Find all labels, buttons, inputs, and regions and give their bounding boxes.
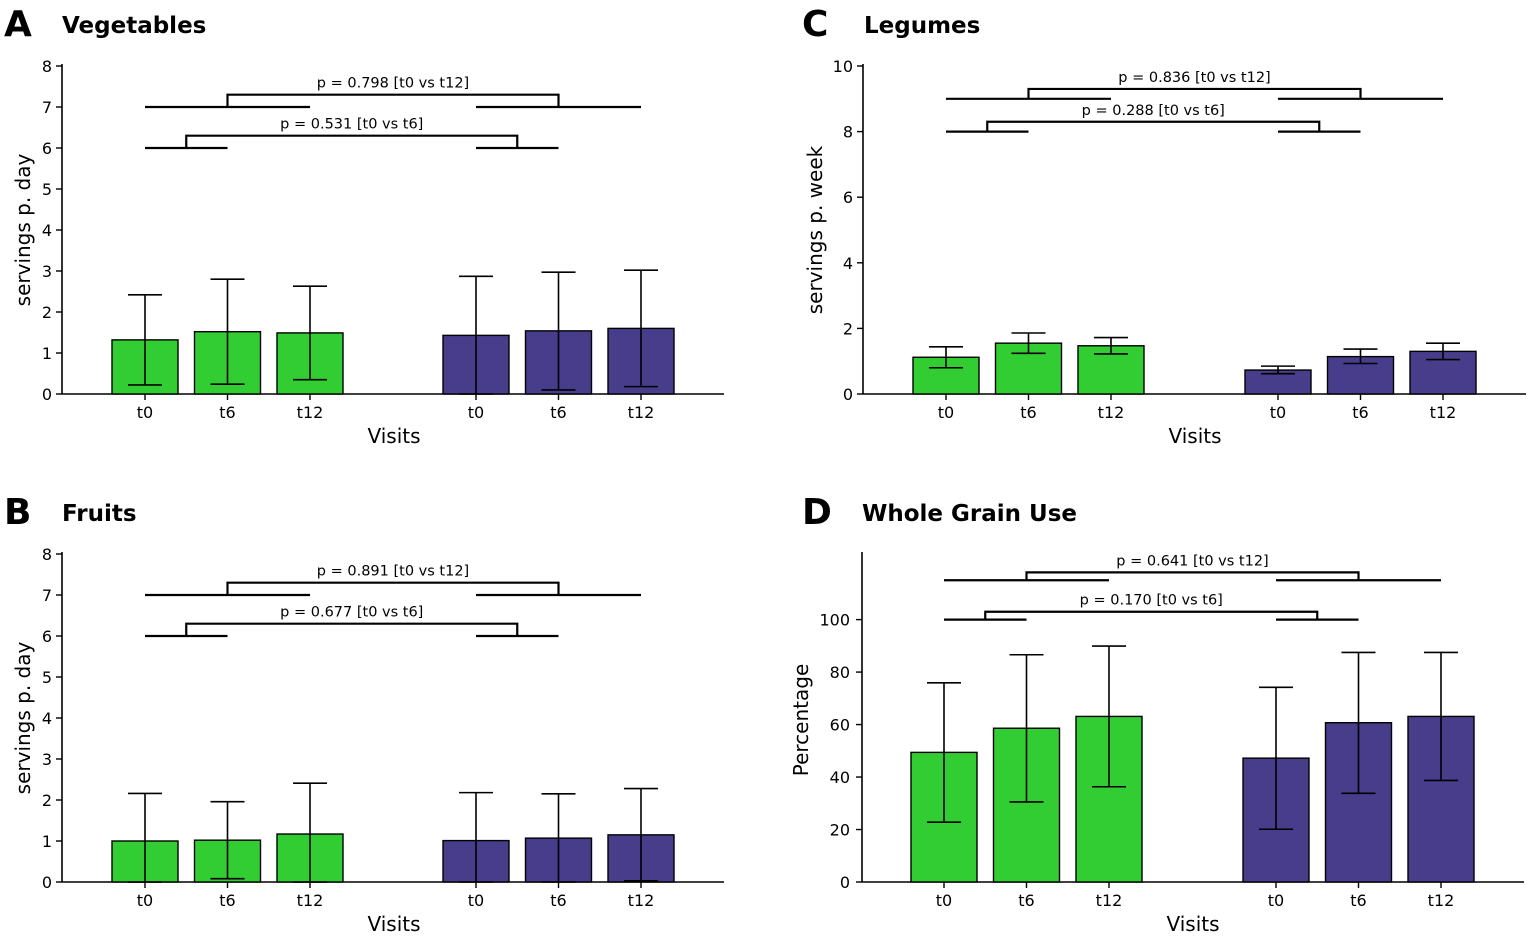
x-tick-label: t6: [550, 891, 566, 910]
y-tick-label: 10: [833, 57, 853, 76]
x-tick-label: t0: [938, 403, 954, 422]
x-tick-label: t0: [936, 891, 952, 910]
bracket-connector: [185, 134, 519, 148]
y-axis-label: Percentage: [789, 664, 813, 777]
y-axis-label: servings p. week: [803, 145, 827, 314]
y-tick-label: 8: [42, 545, 52, 564]
y-tick-label: 80: [830, 663, 850, 682]
y-tick-label: 3: [42, 750, 52, 769]
y-tick-label: 5: [42, 668, 52, 687]
y-tick-label: 8: [42, 57, 52, 76]
p-value-label: p = 0.641 [t0 vs t12]: [1116, 553, 1268, 569]
y-tick-label: 7: [42, 586, 52, 605]
y-tick-label: 40: [830, 768, 850, 787]
p-value-label: p = 0.531 [t0 vs t6]: [280, 117, 423, 133]
x-axis-label: Visits: [367, 424, 420, 448]
panel-letter: C: [802, 4, 828, 45]
x-tick-label: t0: [468, 891, 484, 910]
panel-letter: A: [4, 4, 32, 45]
x-tick-label: t6: [1352, 403, 1368, 422]
x-tick-label: t6: [1018, 891, 1034, 910]
y-tick-label: 8: [843, 123, 853, 142]
y-tick-label: 3: [42, 262, 52, 281]
y-tick-label: 2: [843, 319, 853, 338]
bracket-connector: [986, 120, 1321, 132]
p-value-label: p = 0.288 [t0 vs t6]: [1082, 103, 1225, 119]
bracket-connector: [1027, 87, 1362, 99]
panel-c: C Legumes Visits servings p. week 0 2 4 6 8 1…: [802, 4, 1526, 448]
y-axis-label: servings p. day: [11, 153, 35, 306]
y-tick-label: 6: [843, 188, 853, 207]
y-tick-label: 0: [840, 873, 850, 892]
panel-letter: D: [802, 492, 832, 533]
x-tick-label: t6: [219, 403, 235, 422]
x-tick-label: t0: [468, 403, 484, 422]
p-value-label: p = 0.170 [t0 vs t6]: [1080, 593, 1223, 609]
bracket-connector: [1025, 571, 1360, 581]
x-tick-label: t0: [137, 891, 153, 910]
y-tick-label: 100: [819, 611, 850, 630]
x-tick-label: t0: [137, 403, 153, 422]
y-axis-label: servings p. day: [11, 641, 35, 794]
bracket-connector: [984, 610, 1319, 620]
y-tick-label: 7: [42, 98, 52, 117]
x-tick-label: t12: [1428, 891, 1455, 910]
y-tick-label: 2: [42, 791, 52, 810]
p-value-label: p = 0.677 [t0 vs t6]: [280, 605, 423, 621]
y-tick-label: 0: [42, 385, 52, 404]
y-tick-label: 2: [42, 303, 52, 322]
p-value-label: p = 0.891 [t0 vs t12]: [317, 564, 469, 580]
x-tick-label: t12: [1430, 403, 1457, 422]
bracket-connector: [226, 581, 560, 595]
y-tick-label: 60: [830, 716, 850, 735]
p-value-label: p = 0.798 [t0 vs t12]: [317, 76, 469, 92]
bracket-connector: [226, 93, 560, 107]
x-axis-label: Visits: [367, 912, 420, 936]
panel-title: Fruits: [62, 501, 137, 527]
bracket-connector: [185, 622, 519, 636]
y-tick-label: 1: [42, 344, 52, 363]
x-tick-label: t12: [1096, 891, 1123, 910]
y-tick-label: 5: [42, 180, 52, 199]
p-value-label: p = 0.836 [t0 vs t12]: [1118, 70, 1270, 86]
y-tick-label: 0: [843, 385, 853, 404]
x-tick-label: t12: [628, 403, 655, 422]
x-tick-label: t12: [1098, 403, 1125, 422]
y-tick-label: 1: [42, 832, 52, 851]
x-tick-label: t6: [550, 403, 566, 422]
x-tick-label: t0: [1270, 403, 1286, 422]
x-tick-label: t12: [297, 403, 324, 422]
y-tick-label: 6: [42, 627, 52, 646]
x-axis-label: Visits: [1166, 912, 1219, 936]
y-tick-label: 4: [42, 221, 52, 240]
x-tick-label: t6: [1350, 891, 1366, 910]
bar: [994, 342, 1063, 395]
y-tick-label: 4: [42, 709, 52, 728]
x-tick-label: t0: [1268, 891, 1284, 910]
x-tick-label: t12: [297, 891, 324, 910]
x-axis-label: Visits: [1168, 424, 1221, 448]
y-tick-label: 6: [42, 139, 52, 158]
x-tick-label: t12: [628, 891, 655, 910]
x-tick-label: t6: [219, 891, 235, 910]
panel-letter: B: [4, 492, 31, 533]
y-tick-label: 0: [42, 873, 52, 892]
panel-title: Whole Grain Use: [862, 501, 1077, 527]
x-tick-label: t6: [1020, 403, 1036, 422]
panel-title: Legumes: [864, 13, 980, 39]
y-tick-label: 4: [843, 254, 853, 273]
y-tick-label: 20: [830, 821, 850, 840]
panel-title: Vegetables: [62, 13, 206, 39]
panel-b: B Fruits Visits servings p. day 0 1 2 3 4 5 6 7…: [4, 492, 724, 936]
panel-d: D Whole Grain Use Visits Percentage 0 20 4…: [789, 492, 1524, 936]
panel-a: A Vegetables Visits servings p. day 0 1 2 3…: [4, 4, 724, 448]
